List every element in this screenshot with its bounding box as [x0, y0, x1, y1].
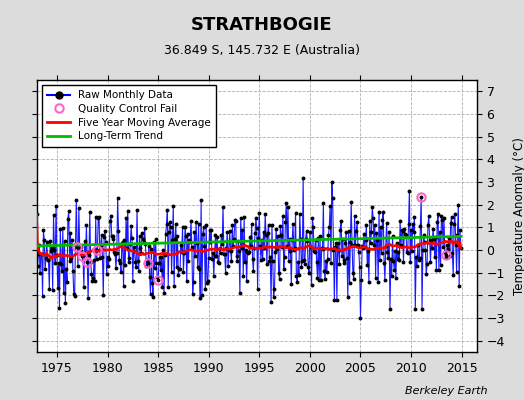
Legend: Raw Monthly Data, Quality Control Fail, Five Year Moving Average, Long-Term Tren: Raw Monthly Data, Quality Control Fail, … — [42, 85, 216, 146]
Text: 36.849 S, 145.732 E (Australia): 36.849 S, 145.732 E (Australia) — [164, 44, 360, 57]
Text: STRATHBOGIE: STRATHBOGIE — [191, 16, 333, 34]
Y-axis label: Temperature Anomaly (°C): Temperature Anomaly (°C) — [514, 137, 524, 295]
Text: Berkeley Earth: Berkeley Earth — [405, 386, 487, 396]
